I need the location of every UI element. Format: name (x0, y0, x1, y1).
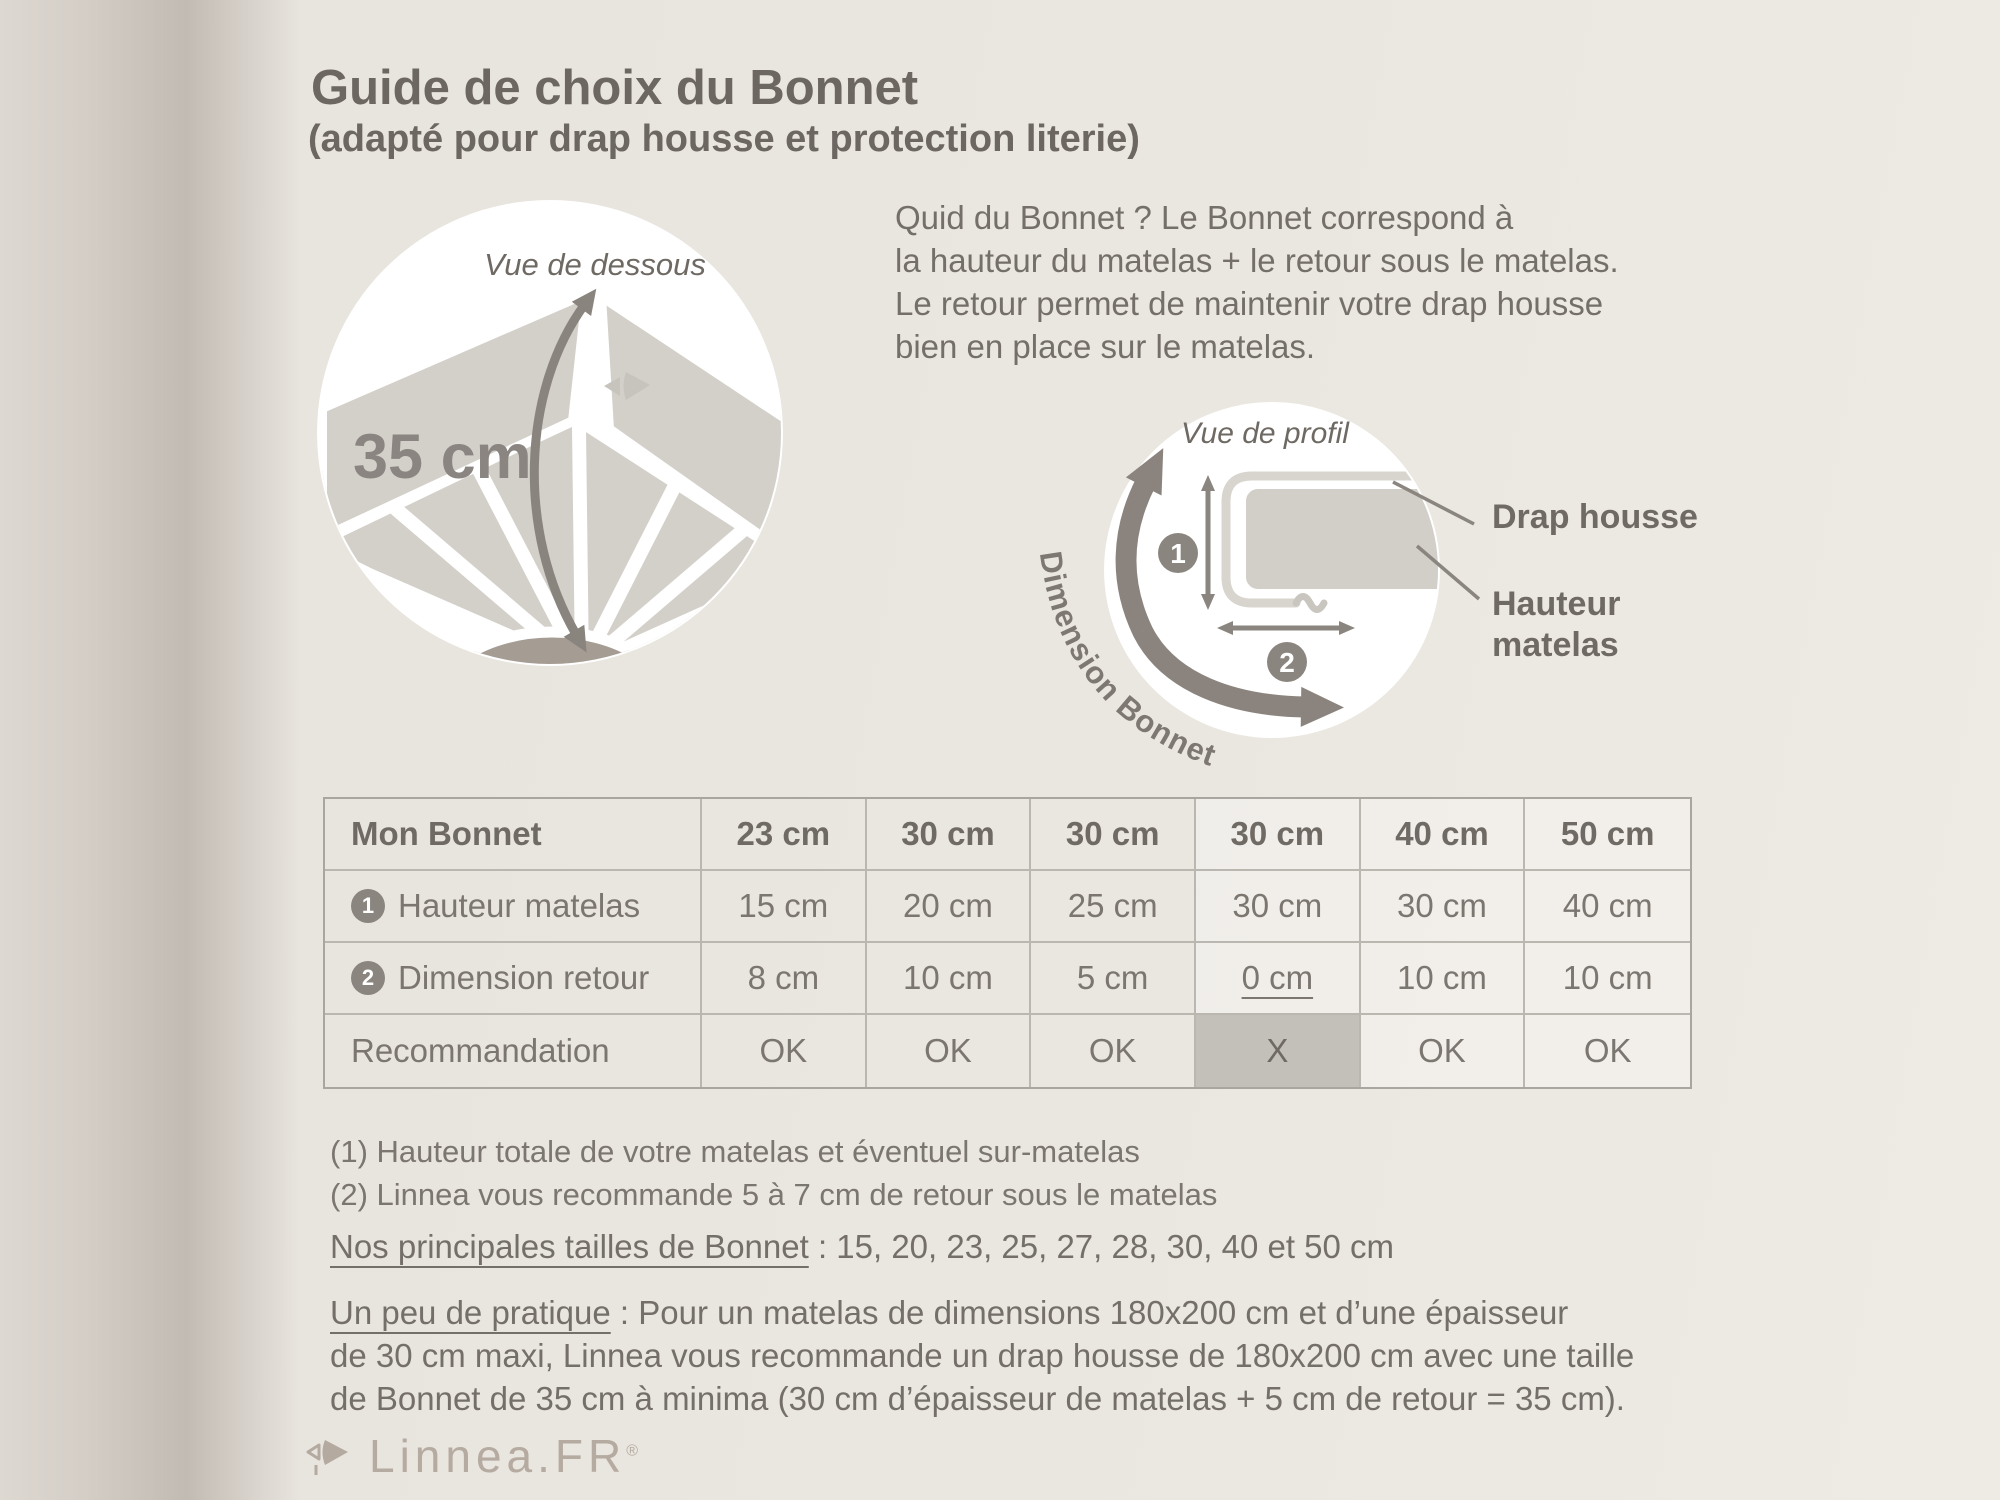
badge-2-icon: 2 (351, 961, 385, 995)
table-cell: 20 cm (866, 871, 1032, 943)
footnote-2: (2) Linnea vous recommande 5 à 7 cm de r… (330, 1177, 1218, 1212)
footnotes: (1) Hauteur totale de votre matelas et é… (330, 1130, 1217, 1216)
drap-housse-label: Drap housse (1492, 498, 1698, 536)
practice-label: Un peu de pratique (330, 1294, 611, 1331)
table-cell: OK (867, 1015, 1032, 1087)
table-cell: 10 cm (866, 943, 1032, 1015)
bonnet-depth-arrow-icon (529, 288, 597, 653)
sizes-values: : 15, 20, 23, 25, 27, 28, 30, 40 et 50 c… (808, 1228, 1395, 1265)
bottom-view-caption: Vue de dessous (484, 247, 706, 282)
page-subtitle: (adapté pour drap housse et protection l… (308, 118, 1140, 160)
table-cell: 8 cm (702, 943, 867, 1015)
table-header-cell: 30 cm (1196, 799, 1361, 871)
table-cell: 30 cm (1196, 871, 1361, 943)
intro-paragraph: Quid du Bonnet ? Le Bonnet correspond à … (895, 196, 1619, 368)
footnote-1: (1) Hauteur totale de votre matelas et é… (330, 1134, 1140, 1169)
intro-line: bien en place sur le matelas. (895, 328, 1316, 365)
sizes-line: Nos principales tailles de Bonnet : 15, … (330, 1228, 1394, 1266)
registered-mark: ® (626, 1442, 639, 1460)
badge-1-icon: 1 (351, 889, 385, 923)
hauteur-matelas-pointer-line (1415, 544, 1481, 601)
table-cell: 15 cm (702, 871, 867, 943)
table-header-cell: 30 cm (866, 799, 1032, 871)
table-cell: OK (1031, 1015, 1196, 1087)
badge-1-icon (1158, 533, 1198, 573)
hauteur-matelas-label: Hauteur matelas (1492, 585, 1621, 664)
intro-line: Quid du Bonnet ? Le Bonnet correspond à (895, 199, 1514, 236)
watermark-leaf-icon (604, 372, 650, 400)
table-header-cell: Mon Bonnet (325, 799, 702, 871)
profile-view-diagram: 1 2 Dimension Bonnet (1033, 402, 1481, 773)
table-cell-not-recommended: X (1196, 1015, 1361, 1087)
profile-view-caption: Vue de profil (1181, 417, 1349, 450)
sizes-label: Nos principales tailles de Bonnet (330, 1228, 809, 1265)
table-cell: OK (702, 1015, 867, 1087)
linnea-logo: Linnea.FR® (303, 1428, 638, 1484)
badge-1-number: 1 (1170, 538, 1186, 569)
practice-paragraph: Un peu de pratique : Pour un matelas de … (330, 1291, 1634, 1420)
table-header-cell: 50 cm (1525, 799, 1690, 871)
badge-2-icon (1267, 642, 1307, 682)
table-header-cell: 23 cm (702, 799, 867, 871)
bottom-view-measurement: 35 cm (353, 422, 532, 492)
table-cell: 0 cm (1196, 943, 1361, 1015)
mattress-opening-bump (424, 626, 680, 664)
badge-2-number: 2 (1279, 647, 1295, 678)
table-cell: 5 cm (1031, 943, 1196, 1015)
table-cell: 40 cm (1525, 871, 1690, 943)
intro-line: la hauteur du matelas + le retour sous l… (895, 242, 1619, 279)
left-gradient-band (0, 0, 300, 1500)
table-header-cell: 30 cm (1031, 799, 1196, 871)
logo-text: Linnea.FR (369, 1430, 627, 1482)
page-title: Guide de choix du Bonnet (311, 61, 919, 115)
practice-line: de Bonnet de 35 cm à minima (30 cm d’épa… (330, 1380, 1625, 1417)
table-cell: 10 cm (1525, 943, 1690, 1015)
table-row-label: 1 Hauteur matelas (325, 871, 702, 943)
dimension-bonnet-arc-arrow-icon (1115, 448, 1344, 727)
table-cell: 25 cm (1031, 871, 1196, 943)
table-cell: OK (1525, 1015, 1690, 1087)
bonnet-table: Mon Bonnet 23 cm 30 cm 30 cm 30 cm 40 cm… (323, 797, 1692, 1089)
table-row-label: Recommandation (325, 1015, 702, 1087)
linnea-leaf-icon (306, 1440, 348, 1475)
drap-housse-pointer-line (1392, 480, 1475, 526)
table-cell: 10 cm (1360, 943, 1526, 1015)
table-row-label: 2 Dimension retour (325, 943, 702, 1015)
intro-line: Le retour permet de maintenir votre drap… (895, 285, 1604, 322)
bottom-view-diagram: 35 cm (317, 200, 783, 666)
mattress-right-face (596, 291, 781, 559)
practice-line: de 30 cm maxi, Linnea vous recommande un… (330, 1337, 1635, 1374)
table-header-cell: 40 cm (1360, 799, 1526, 871)
table-cell: 30 cm (1360, 871, 1526, 943)
table-cell: OK (1360, 1015, 1526, 1087)
